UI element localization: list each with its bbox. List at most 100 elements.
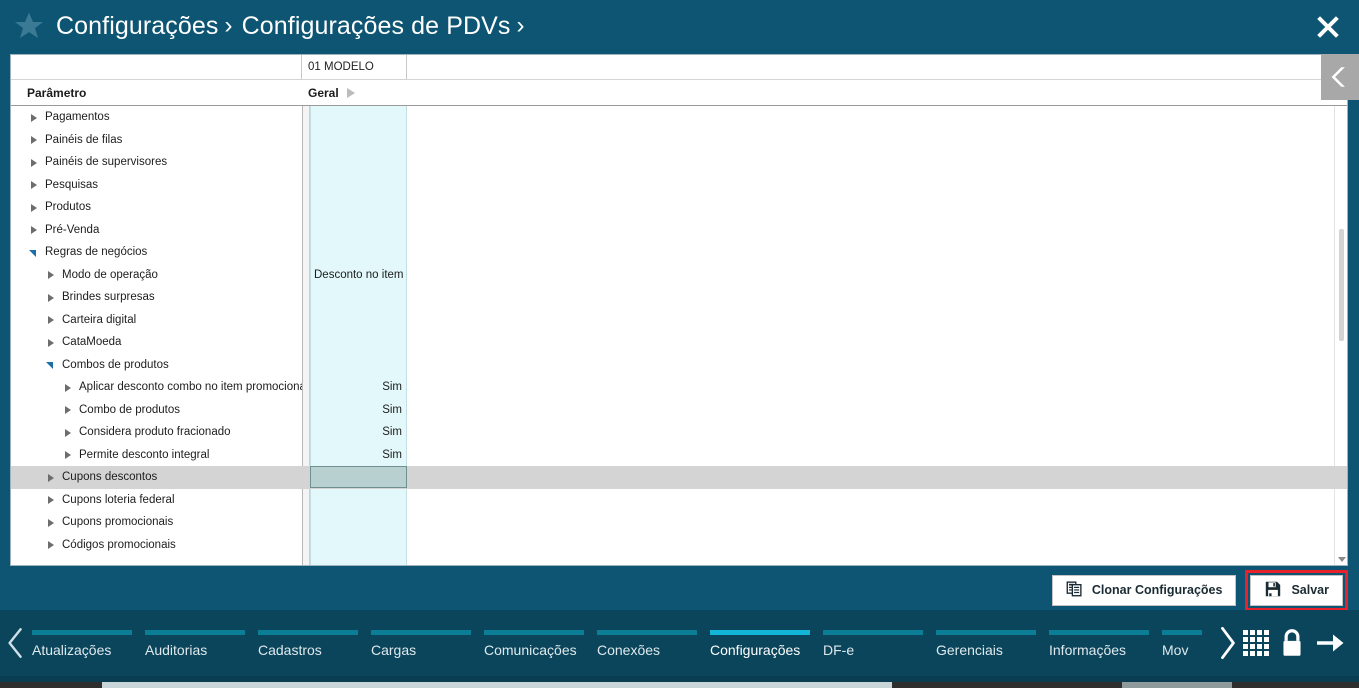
chevron-right-icon[interactable]	[45, 314, 56, 325]
chevron-right-icon[interactable]	[45, 292, 56, 303]
parameter-value-cell[interactable]: Desconto no item	[314, 268, 404, 281]
save-button[interactable]: Salvar	[1250, 574, 1343, 606]
table-row[interactable]: Combos de produtos	[11, 354, 1347, 377]
table-row[interactable]: CataMoeda	[11, 331, 1347, 354]
model-header-cell[interactable]: 01 MODELO	[302, 55, 407, 79]
table-row[interactable]: Considera produto fracionado Sim	[11, 421, 1347, 444]
breadcrumb-item-configuracoes[interactable]: Configurações	[56, 11, 219, 40]
column-header-parametro[interactable]: Parâmetro	[27, 85, 87, 100]
nav-item-cargas[interactable]: Cargas	[371, 630, 484, 658]
nav-item-informa-es[interactable]: Informações	[1049, 630, 1162, 658]
chevron-right-icon[interactable]	[28, 134, 39, 145]
parameter-label: Regras de negócios	[45, 246, 148, 259]
table-row[interactable]: Pré-Venda	[11, 219, 1347, 242]
parameter-value-cell[interactable]: Sim	[382, 426, 402, 439]
nav-item-configura-es[interactable]: Configurações	[710, 630, 823, 658]
chevron-down-icon[interactable]	[28, 247, 39, 258]
nav-item-atualiza-es[interactable]: Atualizações	[32, 630, 145, 658]
table-row[interactable]: Pagamentos	[11, 106, 1347, 129]
table-row[interactable]: Combo de produtos Sim	[11, 399, 1347, 422]
parameter-value-cell[interactable]	[310, 174, 407, 196]
nav-item-auditorias[interactable]: Auditorias	[145, 630, 258, 658]
table-row[interactable]: Cupons descontos	[11, 466, 1347, 489]
parameter-label: Carteira digital	[62, 313, 137, 326]
parameter-value-cell[interactable]	[310, 534, 407, 556]
table-row[interactable]: Permite desconto integral Sim	[11, 444, 1347, 467]
scroll-down-arrow-icon[interactable]	[1338, 557, 1346, 562]
parameter-value-cell[interactable]	[310, 219, 407, 241]
parameter-value-cell[interactable]: Sim	[382, 381, 402, 394]
clone-settings-button[interactable]: Clonar Configurações	[1051, 574, 1237, 606]
parameter-value-cell[interactable]	[310, 106, 407, 128]
parameter-value-cell[interactable]	[310, 354, 407, 376]
sort-triangle-icon[interactable]	[346, 87, 355, 98]
column-header-geral-label: Geral	[308, 85, 339, 100]
chevron-right-icon[interactable]	[45, 337, 56, 348]
nav-item-gerenciais[interactable]: Gerenciais	[936, 630, 1049, 658]
collapse-panel-button[interactable]	[1321, 54, 1359, 100]
breadcrumb-item-configuracoes-pdvs[interactable]: Configurações de PDVs	[241, 11, 511, 40]
chevron-right-icon[interactable]	[28, 112, 39, 123]
chevron-right-icon[interactable]	[62, 427, 73, 438]
parameter-label: Pagamentos	[45, 111, 110, 124]
table-row[interactable]: Regras de negócios	[11, 241, 1347, 264]
chevron-right-icon[interactable]	[62, 449, 73, 460]
column-header-geral[interactable]: Geral	[302, 80, 407, 105]
nav-item-comunica-es[interactable]: Comunicações	[484, 630, 597, 658]
nav-item-cadastros[interactable]: Cadastros	[258, 630, 371, 658]
parameter-value-cell[interactable]	[310, 196, 407, 218]
chevron-right-icon[interactable]	[45, 472, 56, 483]
parameter-label-cell: Painéis de supervisores	[11, 151, 302, 174]
table-row[interactable]: Painéis de supervisores	[11, 151, 1347, 174]
chevron-right-icon[interactable]	[62, 382, 73, 393]
grid-apps-icon[interactable]	[1243, 630, 1269, 656]
chevron-right-icon[interactable]	[28, 202, 39, 213]
nav-item-label: Cargas	[371, 642, 417, 658]
chevron-right-icon[interactable]	[45, 494, 56, 505]
chevron-right-icon[interactable]	[1211, 625, 1243, 661]
chevron-right-icon[interactable]	[28, 157, 39, 168]
table-row[interactable]: Cupons promocionais	[11, 511, 1347, 534]
table-row[interactable]: Modo de operação Desconto no item	[11, 264, 1347, 287]
parameter-value-cell[interactable]	[310, 489, 407, 511]
table-row[interactable]: Produtos	[11, 196, 1347, 219]
table-row[interactable]: Aplicar desconto combo no item promocion…	[11, 376, 1347, 399]
chevron-right-icon[interactable]	[45, 539, 56, 550]
copy-icon	[1066, 580, 1083, 600]
parameter-value-cell[interactable]	[310, 331, 407, 353]
chevron-right-icon[interactable]	[62, 404, 73, 415]
arrow-right-icon[interactable]	[1315, 629, 1347, 657]
parameter-value-cell[interactable]	[310, 241, 407, 263]
grid-scrollbar-thumb[interactable]	[1339, 229, 1344, 341]
table-row[interactable]: Painéis de filas	[11, 129, 1347, 152]
parameter-value-cell[interactable]	[310, 511, 407, 533]
parameter-label-cell: Carteira digital	[11, 309, 302, 332]
parameter-value-cell[interactable]: Sim	[382, 448, 402, 461]
table-row[interactable]: Carteira digital	[11, 309, 1347, 332]
nav-item-df-e[interactable]: DF-e	[823, 630, 936, 658]
table-row[interactable]: Brindes surpresas	[11, 286, 1347, 309]
lock-icon[interactable]	[1279, 627, 1305, 659]
parameter-value-cell[interactable]	[310, 309, 407, 331]
chevron-right-icon[interactable]	[28, 179, 39, 190]
table-row[interactable]: Códigos promocionais	[11, 534, 1347, 557]
table-row[interactable]: Pesquisas	[11, 174, 1347, 197]
tree-column-splitter[interactable]	[302, 106, 303, 565]
table-row[interactable]: Cupons loteria federal	[11, 489, 1347, 512]
star-icon[interactable]	[12, 9, 46, 43]
close-icon[interactable]	[1311, 10, 1345, 44]
chevron-right-icon[interactable]	[45, 269, 56, 280]
parameter-value-cell[interactable]	[310, 151, 407, 173]
chevron-down-icon[interactable]	[45, 359, 56, 370]
nav-item-conex-es[interactable]: Conexões	[597, 630, 710, 658]
parameter-value-cell[interactable]	[310, 286, 407, 308]
chevron-right-icon[interactable]	[28, 224, 39, 235]
parameter-label-cell: Regras de negócios	[11, 241, 302, 264]
chevron-right-icon[interactable]	[45, 517, 56, 528]
nav-item-mov[interactable]: Mov	[1162, 630, 1208, 658]
parameter-value-cell[interactable]: Sim	[382, 403, 402, 416]
chevron-left-icon[interactable]	[0, 626, 32, 660]
grid-vertical-scrollbar[interactable]	[1334, 106, 1347, 565]
parameter-value-cell[interactable]	[310, 129, 407, 151]
parameter-value-cell[interactable]	[310, 466, 407, 489]
